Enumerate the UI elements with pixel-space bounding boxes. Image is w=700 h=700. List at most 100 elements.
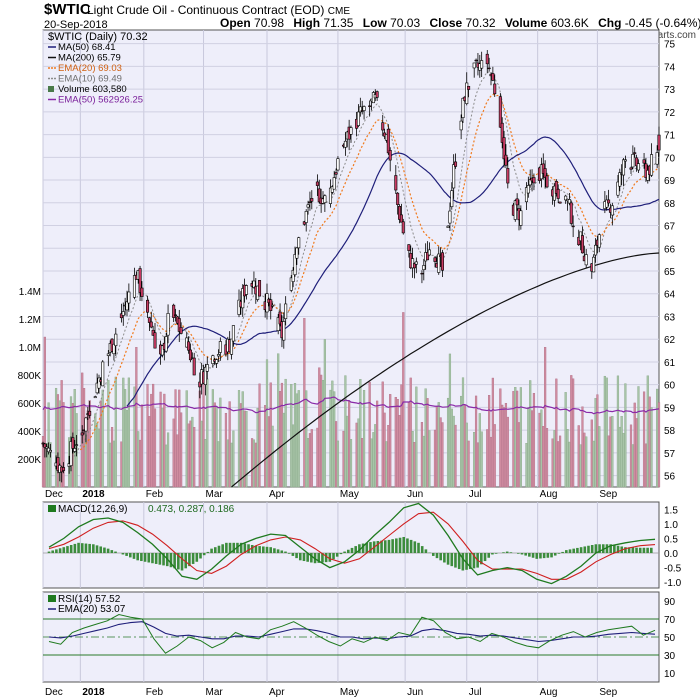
volume-bar [428,430,431,488]
macd-histogram-bar [528,553,531,557]
volume-bar [346,415,349,488]
volume-bar [120,441,123,488]
macd-histogram-bar [524,553,527,556]
volume-bar [359,379,362,488]
candle-body [491,73,495,81]
candle-body [422,265,426,271]
macd-histogram-bar [154,553,158,564]
macd-histogram-bar [553,553,557,556]
macd-histogram-bar [258,546,261,554]
volume-bar [361,438,364,488]
macd-histogram-bar [221,544,224,554]
volume-bar [370,438,373,488]
rsi-tick-label: 30 [664,651,676,662]
volume-bar [204,439,207,488]
macd-histogram-bar [177,553,180,570]
candle-body [381,122,385,131]
macd-histogram-bar [184,553,188,569]
volume-bar [161,407,164,488]
x-tick-label: 2018 [82,489,105,500]
candle-body [554,181,558,194]
macd-histogram-bar [213,547,217,554]
candle-body [297,237,301,249]
candle-body [597,234,601,248]
macd-histogram-bar [103,547,106,554]
macd-histogram-bar [95,545,99,554]
macd-histogram-bar [450,553,454,567]
candle-body [114,333,118,346]
legend-entry: MA(200) 65.79 [58,53,121,64]
macd-histogram-bar [47,551,51,554]
volume-bar [657,402,661,488]
volume-bar [264,405,267,488]
volume-bar [193,427,196,488]
macd-histogram-bar [169,553,173,568]
candle-body [291,269,295,282]
x-tick-label: Sep [599,687,617,698]
candle-body [231,325,235,342]
candle-body [306,204,310,208]
volume-bar [650,407,653,488]
macd-histogram-bar [306,553,309,562]
macd-histogram-bar [550,553,553,558]
volume-bar [245,410,248,488]
candle-body [467,85,471,90]
macd-histogram-bar [417,542,420,554]
macd-histogram-bar [228,542,232,554]
candle-body [513,200,517,220]
candle-body [605,199,609,208]
macd-histogram-bar [409,539,413,554]
macd-histogram-bar [51,550,54,554]
candle-body [635,157,639,167]
macd-histogram-bar [646,547,649,554]
price-tick-label: 59 [664,403,676,414]
candles [41,50,661,483]
macd-histogram-bar [454,553,457,568]
volume-bar [502,407,506,488]
volume-bar [389,394,392,488]
candle-body [607,199,611,204]
candle-body [241,288,245,309]
candle-body [394,175,398,191]
candle-body [472,62,476,69]
macd-histogram-bar [254,545,258,554]
candle-body [187,341,191,351]
macd-histogram-bar [287,553,291,554]
volume-bar [566,429,569,488]
volume-bar [400,384,403,488]
macd-histogram-bar [557,553,561,554]
candle-body [73,448,77,452]
candle-body [650,154,654,176]
candle-body [215,359,219,364]
price-tick-label: 67 [664,222,676,233]
macd-histogram-bar [369,542,372,554]
candle-body [284,303,288,319]
candle-body [427,249,431,256]
price-tick-label: 65 [664,267,676,278]
candle-body [368,105,372,107]
volume-bar [187,423,190,488]
volume-bar [189,420,192,488]
volume-bar [544,347,547,488]
candle-body [97,377,101,389]
candle-body [655,152,659,165]
volume-bar [461,377,465,488]
volume-bar [476,442,480,488]
macd-histogram-bar [395,538,398,554]
volume-bar [646,375,649,488]
volume-bar [252,439,256,488]
volume-bar [172,418,175,488]
volume-bar [467,440,470,488]
macd-histogram-bar [468,553,472,570]
macd-histogram-bar [590,545,594,554]
price-tick-label: 74 [664,62,676,73]
price-tick-label: 68 [664,199,676,210]
macd-histogram-bar [613,545,616,554]
volume-bar [433,429,437,488]
volume-bar [49,442,52,488]
rsi-tick-label: 50 [664,633,676,644]
macd-histogram-bar [431,553,435,556]
volume-bar [109,442,112,488]
candle-body [258,280,262,297]
